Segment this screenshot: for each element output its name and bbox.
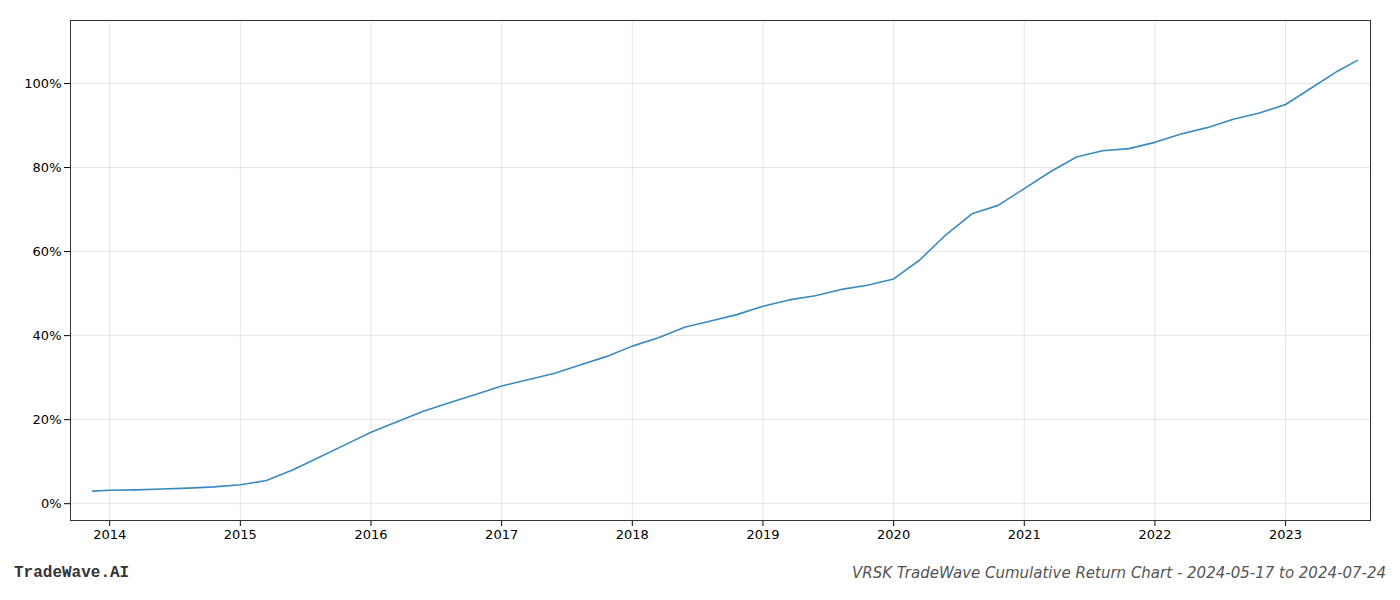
- svg-text:80%: 80%: [33, 160, 62, 175]
- svg-text:2023: 2023: [1269, 527, 1302, 542]
- html-text:VRSK TradeWave Cumulative Retu: VRSK TradeWave Cumulative Return Chart -…: [852, 564, 1386, 582]
- svg-text:20%: 20%: [33, 412, 62, 427]
- svg-text:2020: 2020: [877, 527, 910, 542]
- svg-text:2015: 2015: [224, 527, 257, 542]
- svg-text:100%: 100%: [24, 76, 61, 91]
- svg-text:2018: 2018: [616, 527, 649, 542]
- svg-text:40%: 40%: [33, 328, 62, 343]
- svg-text:2019: 2019: [746, 527, 779, 542]
- svg-text:60%: 60%: [33, 244, 62, 259]
- html-text:TradeWave.AI: TradeWave.AI: [14, 564, 130, 582]
- svg-text:2014: 2014: [93, 527, 126, 542]
- svg-text:2022: 2022: [1138, 527, 1171, 542]
- svg-text:2017: 2017: [485, 527, 518, 542]
- svg-text:0%: 0%: [41, 496, 62, 511]
- svg-text:2021: 2021: [1008, 527, 1041, 542]
- svg-text:2016: 2016: [354, 527, 387, 542]
